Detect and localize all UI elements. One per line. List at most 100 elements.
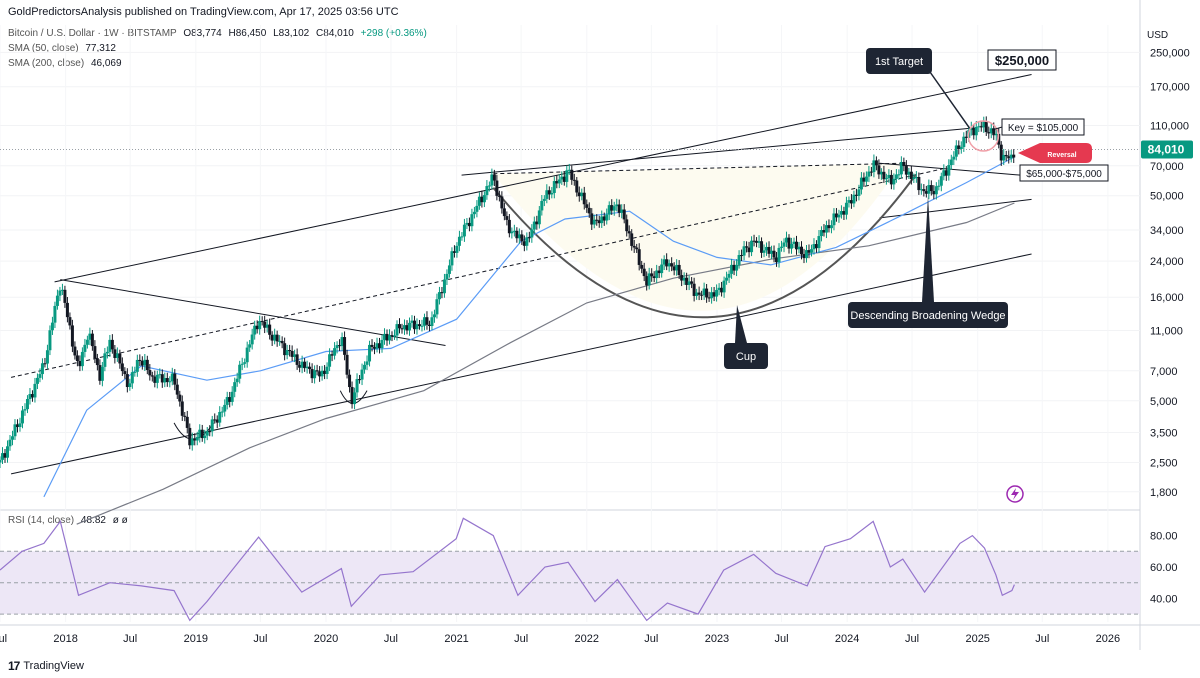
candle — [228, 391, 232, 408]
candle-body — [994, 133, 998, 136]
downtrend-line — [60, 279, 446, 347]
candle-body — [939, 176, 943, 186]
candle-body — [40, 363, 44, 375]
cup-fill — [493, 163, 902, 311]
candle — [65, 297, 69, 323]
candle-body — [592, 219, 596, 225]
candle-body — [650, 273, 654, 277]
candle — [575, 177, 579, 197]
candle-body — [393, 335, 397, 337]
candle — [715, 284, 719, 302]
candle — [353, 387, 357, 410]
candle — [83, 338, 87, 358]
candle-body — [762, 250, 766, 253]
rsi-tick-label: 60.00 — [1150, 562, 1178, 574]
candle-body — [652, 276, 656, 279]
upper-channel-line — [54, 74, 1032, 283]
rsi-tick-label: 80.00 — [1150, 531, 1178, 543]
candle-body — [545, 190, 549, 199]
candle — [732, 260, 736, 276]
candle — [1002, 148, 1006, 165]
candle-body — [250, 334, 254, 345]
tradingview-logo-icon: 17 — [8, 659, 20, 673]
candle — [218, 406, 222, 427]
candle-body — [989, 128, 993, 134]
candle — [657, 265, 661, 279]
price-tick-label: 110,000 — [1150, 120, 1189, 132]
candle-body — [430, 317, 434, 327]
candle-body — [580, 192, 584, 197]
candle-body — [1002, 154, 1006, 161]
candle-body — [924, 191, 928, 194]
candle — [363, 361, 367, 374]
cup-curve — [492, 174, 917, 319]
candle — [23, 403, 27, 416]
candle-body — [78, 361, 82, 367]
candle — [235, 372, 239, 387]
candle-body — [397, 324, 401, 329]
candle — [43, 357, 47, 368]
candle-body — [8, 439, 12, 447]
candle-body — [110, 339, 114, 350]
candle — [909, 165, 913, 185]
candle-body — [710, 292, 714, 299]
candle-body — [340, 337, 344, 347]
sma50-legend[interactable]: SMA (50, close) 77,312 — [8, 43, 116, 54]
candle-body — [270, 334, 274, 341]
candle-body — [265, 324, 269, 328]
candle-body — [672, 266, 676, 271]
candle-body — [942, 170, 946, 177]
candle — [260, 316, 264, 326]
candle — [537, 206, 541, 229]
candle — [727, 270, 731, 283]
candle — [140, 356, 144, 370]
candle — [315, 364, 319, 376]
candle-body — [632, 245, 636, 248]
candle-body — [63, 289, 67, 303]
rsi-extra: ø ø — [112, 515, 128, 526]
candle — [797, 241, 801, 254]
candle — [712, 287, 716, 302]
candle — [328, 348, 332, 372]
candle — [295, 348, 299, 370]
candle-body — [600, 216, 604, 224]
candle — [145, 355, 149, 375]
candle-body — [700, 294, 704, 296]
candle-body — [680, 275, 684, 281]
candle — [682, 272, 686, 285]
candle — [298, 360, 302, 373]
sma200-legend[interactable]: SMA (200, close) 46,069 — [8, 58, 122, 69]
candle-body — [515, 230, 519, 239]
candle-body — [333, 348, 337, 356]
candle-body — [193, 438, 197, 441]
candle — [60, 283, 64, 296]
candle-body — [348, 374, 352, 388]
candle — [168, 376, 172, 388]
candle — [710, 287, 714, 304]
candle-body — [550, 192, 554, 195]
candle — [697, 286, 701, 301]
candle-body — [660, 264, 664, 274]
candle-body — [610, 205, 614, 211]
tradingview-footer[interactable]: 17 TradingView — [8, 659, 84, 673]
candle-body — [707, 297, 711, 299]
candle-body — [353, 392, 357, 405]
candle — [0, 447, 4, 465]
candle — [365, 355, 369, 371]
candle-body — [535, 221, 539, 225]
candle — [320, 365, 324, 381]
candle-body — [1012, 154, 1016, 158]
rsi-legend[interactable]: RSI (14, close) 48.82 ø ø — [8, 515, 128, 526]
candle-body — [263, 321, 267, 328]
candle — [1009, 149, 1013, 163]
candle — [0, 456, 2, 469]
candle — [692, 277, 696, 302]
candle — [740, 249, 744, 261]
candle — [737, 250, 741, 269]
candle-body — [310, 369, 314, 379]
symbol-name[interactable]: Bitcoin / U.S. Dollar · 1W · BITSTAMP — [8, 28, 177, 39]
candle-body — [607, 205, 611, 215]
cup-callout-pointer — [735, 305, 747, 343]
candle-body — [305, 366, 309, 369]
